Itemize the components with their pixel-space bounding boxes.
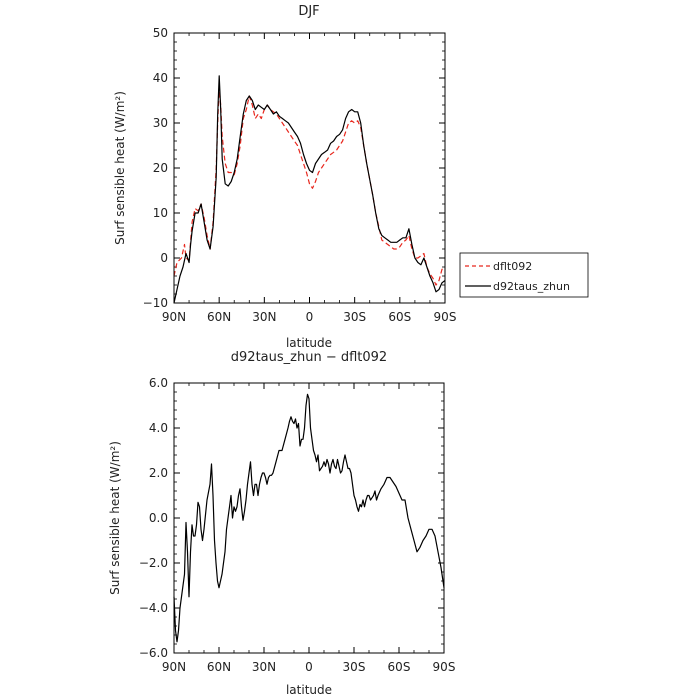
chart-top-ylabel: Surf sensible heat (W/m²): [113, 91, 127, 245]
y-tick-label: −2.0: [139, 556, 168, 570]
x-tick-label: 90N: [162, 660, 186, 674]
y-tick-label: 2.0: [149, 466, 168, 480]
chart-top-xlabel: latitude: [286, 336, 332, 350]
y-tick-label: −10: [143, 296, 168, 310]
y-tick-label: 50: [153, 26, 168, 40]
y-tick-label: 10: [153, 206, 168, 220]
x-tick-label: 90S: [433, 660, 456, 674]
x-tick-label: 60N: [207, 310, 231, 324]
chart-bottom-title: d92taus_zhun − dflt092: [231, 350, 387, 365]
y-tick-label: 0.0: [149, 511, 168, 525]
chart-top-plot-frame: [173, 32, 446, 304]
y-tick-label: 0: [160, 251, 168, 265]
x-tick-label: 0: [306, 310, 314, 324]
x-tick-label: 0: [305, 660, 313, 674]
chart-top-axes: −10 0 10 20 30 40 50 90N 60N 30N 0 30S 60S 90S: [143, 26, 457, 324]
series-line-dflt092: [173, 86, 446, 286]
x-tick-label: 30N: [252, 310, 276, 324]
chart-top-legend: dflt092 d92taus_zhun: [459, 252, 589, 298]
series-line-d92taus_zhun: [173, 75, 446, 304]
y-tick-label: 30: [153, 116, 168, 130]
legend-label-dflt092: dflt092: [493, 260, 532, 273]
y-tick-label: −4.0: [139, 601, 168, 615]
x-tick-label: 90S: [434, 310, 457, 324]
legend-label-d92taus_zhun: d92taus_zhun: [493, 280, 570, 293]
x-tick-label: 30S: [343, 310, 366, 324]
chart-bottom-plot-frame: [173, 382, 445, 654]
chart-bottom-xlabel: latitude: [286, 683, 332, 697]
series-line-bottom-difference: [173, 393, 445, 643]
chart-top-series: [173, 75, 446, 304]
x-tick-label: 60S: [388, 310, 411, 324]
x-tick-label: 60N: [207, 660, 231, 674]
x-tick-label: 90N: [162, 310, 186, 324]
x-tick-label: 30N: [252, 660, 276, 674]
y-tick-label: −6.0: [139, 646, 168, 660]
y-tick-label: 6.0: [149, 376, 168, 390]
chart-top: DJF −10 0 10 20 30 40 50 90N 60N 30N 0 30S 60S 90S la…: [113, 4, 589, 350]
x-tick-label: 60S: [388, 660, 411, 674]
chart-bottom: d92taus_zhun − dflt092 −6.0 −4.0 −2.0 0.0 2.…: [108, 350, 455, 697]
chart-top-title: DJF: [298, 4, 319, 19]
y-tick-label: 20: [153, 161, 168, 175]
legend-box: [459, 252, 589, 298]
x-tick-label: 30S: [343, 660, 366, 674]
chart-bottom-series: [173, 393, 445, 643]
y-tick-label: 4.0: [149, 421, 168, 435]
chart-bottom-ylabel: Surf sensible heat (W/m²): [108, 441, 122, 595]
y-tick-label: 40: [153, 71, 168, 85]
